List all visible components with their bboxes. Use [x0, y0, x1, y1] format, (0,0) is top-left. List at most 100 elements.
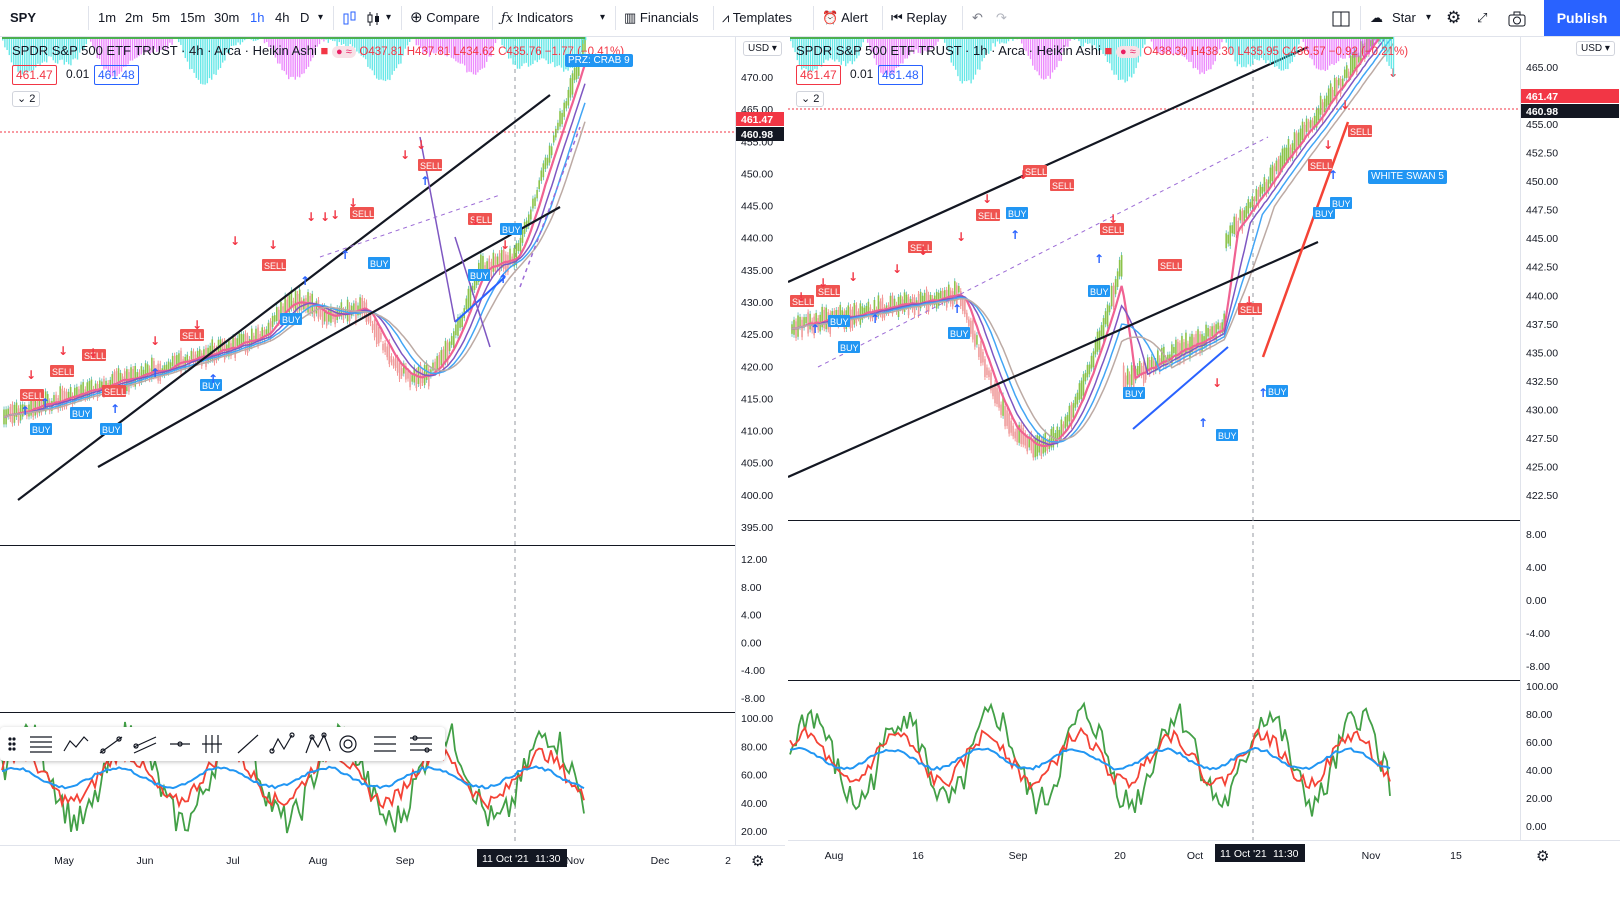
- right-symbol-title[interactable]: SPDR S&P 500 ETF TRUST · 1h · Arca · Hei…: [796, 43, 1101, 58]
- indicator-toggle-icon[interactable]: ● ≈: [332, 46, 356, 58]
- left-symbol-title[interactable]: SPDR S&P 500 ETF TRUST · 4h · Arca · Hei…: [12, 43, 317, 58]
- publish-button[interactable]: Publish: [1544, 0, 1620, 36]
- interval-4h[interactable]: 4h: [275, 10, 290, 25]
- candle-body: [509, 248, 511, 265]
- chevron-down-icon[interactable]: ▾: [318, 12, 324, 23]
- trend-line: [788, 240, 1319, 479]
- layout-icon[interactable]: [1332, 0, 1350, 36]
- candle-body: [538, 180, 540, 189]
- histogram-bar-neg: [1192, 37, 1194, 69]
- candle-body: [1358, 55, 1360, 63]
- right-buy-price[interactable]: 461.48: [878, 65, 923, 85]
- camera-icon[interactable]: [1508, 0, 1526, 36]
- histogram-bar-pos: [545, 37, 547, 61]
- histogram-bar-neg: [1153, 37, 1155, 50]
- templates-button[interactable]: ⩘ Templates: [722, 0, 792, 36]
- candle-body: [198, 349, 201, 357]
- histogram-bar-pos: [41, 37, 43, 63]
- candle-body: [1122, 365, 1125, 387]
- candle-body: [1100, 325, 1103, 337]
- candle-body: [855, 305, 858, 324]
- left-sell-price[interactable]: 461.47: [12, 65, 57, 85]
- right-spread: 0.01: [850, 67, 874, 81]
- left-currency-button[interactable]: USD ▾: [743, 41, 782, 56]
- chevron-down-icon[interactable]: ▾: [600, 12, 606, 23]
- candle-body: [300, 300, 303, 310]
- histogram-bar-pos: [1232, 37, 1234, 55]
- chevron-down-icon[interactable]: ▾: [386, 12, 392, 23]
- histogram-bar-pos: [794, 37, 796, 53]
- drawing-tools-icons[interactable]: [0, 727, 445, 761]
- histogram-bar-neg: [1344, 37, 1346, 59]
- histogram-bar-pos: [580, 37, 582, 53]
- right-chart-pane[interactable]: 465.00457.50455.00452.50450.00447.50445.…: [788, 37, 1620, 900]
- financials-button[interactable]: ▥ Financials: [624, 0, 698, 36]
- bar-style-icon[interactable]: [342, 0, 358, 36]
- histogram-bar-pos: [1089, 37, 1091, 44]
- oscillator-line: [789, 725, 1391, 791]
- candles-icon[interactable]: [366, 0, 382, 36]
- left-chart-canvas[interactable]: 470.00465.00455.00450.00445.00440.00435.…: [0, 37, 785, 900]
- right-sell-price[interactable]: 461.47: [796, 65, 841, 85]
- candle-body: [496, 256, 499, 268]
- histogram-bar-neg: [420, 37, 422, 48]
- candle-body: [375, 324, 378, 345]
- cloud-icon[interactable]: ☁: [1370, 10, 1383, 25]
- interval-1h[interactable]: 1h: [250, 10, 265, 25]
- candle-body: [990, 372, 992, 391]
- left-chart-pane[interactable]: 470.00 465.00 455.00 450.00 445.00 440.00 435.…: [0, 37, 785, 900]
- interval-30m[interactable]: 30m: [214, 10, 240, 25]
- redo-icon[interactable]: ↷: [996, 10, 1007, 25]
- right-collapse-button[interactable]: ⌄ 2: [796, 91, 825, 107]
- fullscreen-icon[interactable]: ⤢: [1477, 10, 1488, 25]
- candle-body: [192, 351, 195, 363]
- replay-button[interactable]: ⏮ Replay: [891, 0, 947, 36]
- sell-signal: SELL: [1240, 305, 1262, 315]
- candle-body: [1150, 356, 1153, 370]
- interval-1m[interactable]: 1m: [98, 10, 117, 25]
- left-buy-price[interactable]: 461.48: [94, 65, 139, 85]
- undo-icon[interactable]: ↶: [972, 10, 983, 25]
- symbol-search[interactable]: SPY: [10, 10, 37, 25]
- histogram-bar-pos: [814, 37, 816, 69]
- indicators-button[interactable]: ƒx Indicators: [501, 0, 573, 36]
- candle-body: [55, 394, 57, 407]
- layout-name[interactable]: Star: [1392, 10, 1416, 25]
- sell-signal-box: [976, 209, 1000, 221]
- interval-5m[interactable]: 5m: [152, 10, 171, 25]
- candle-body: [390, 356, 393, 363]
- histogram-bar-pos: [523, 37, 525, 64]
- histogram-bar-pos: [222, 37, 224, 63]
- histogram-bar-pos: [211, 37, 213, 80]
- buy-arrow-icon: ↑: [498, 272, 508, 286]
- gear-icon[interactable]: ⚙: [1446, 8, 1462, 27]
- histogram-bar-pos: [992, 37, 994, 44]
- candle-body: [500, 250, 503, 269]
- left-collapse-button[interactable]: ⌄ 2: [12, 91, 41, 107]
- candle-body: [1329, 83, 1332, 104]
- interval-d[interactable]: D: [300, 10, 310, 25]
- candle-body: [1026, 436, 1028, 452]
- buy-signal: BUY: [470, 271, 489, 281]
- candle-body: [954, 281, 956, 302]
- candle-body: [799, 316, 801, 328]
- histogram-bar-neg: [105, 37, 107, 69]
- interval-15m[interactable]: 15m: [180, 10, 206, 25]
- histogram-bar-pos: [382, 37, 384, 81]
- interval-2m[interactable]: 2m: [125, 10, 144, 25]
- histogram-bar-neg: [116, 37, 118, 77]
- compare-button[interactable]: ⊕ Compare: [410, 0, 480, 36]
- candle-body: [1136, 365, 1139, 376]
- histogram-bar-pos: [532, 37, 534, 65]
- right-chart-canvas[interactable]: 465.00457.50455.00452.50450.00447.50445.…: [788, 37, 1620, 900]
- candle-body: [1146, 357, 1149, 370]
- alert-button[interactable]: ⏰ Alert: [822, 0, 868, 36]
- histogram-bar-pos: [400, 37, 402, 64]
- histogram-bar-pos: [957, 37, 959, 77]
- chevron-down-icon[interactable]: ▾: [1426, 12, 1432, 23]
- histogram-bar-pos: [233, 37, 235, 46]
- indicator-toggle-icon[interactable]: ● ≈: [1116, 46, 1140, 58]
- right-currency-button[interactable]: USD ▾: [1576, 41, 1615, 56]
- candle-body: [63, 390, 66, 407]
- candle-body: [1291, 143, 1294, 159]
